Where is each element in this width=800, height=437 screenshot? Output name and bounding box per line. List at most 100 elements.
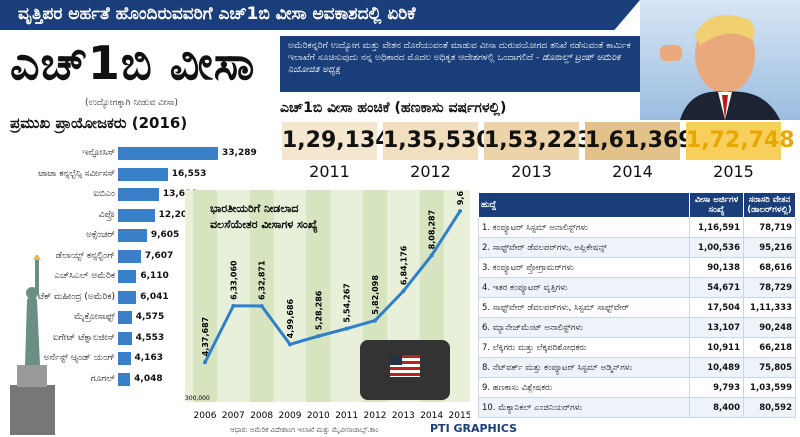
table-row: 5. ಸಾಫ್ಟ್‌ವೇರ್ ಡೆವಲಪರ್‌ಗಳು, ಸಿಸ್ಟಮ್ ಸಾಫ್…	[477, 297, 796, 318]
suitcase-flag-icon	[360, 340, 450, 400]
x-tick-label: 2009	[279, 411, 302, 421]
applications-cell: 9,793	[689, 377, 744, 398]
portrait-image	[640, 0, 800, 120]
issued-title: ಎಚ್‌1ಬಿ ವೀಸಾ ಹಂಚಿಕೆ (ಹಣಕಾಸು ವರ್ಷಗಳಲ್ಲಿ)	[280, 100, 507, 116]
sponsor-bar	[118, 270, 137, 283]
applications-cell: 17,504	[689, 297, 744, 318]
table-header-applications: ವೀಸಾ ಅರ್ಜಿಗಳ ಸಂಖ್ಯೆ	[689, 192, 744, 218]
bar-label: ಅಕ್ಸೆಂಚರ್	[85, 230, 115, 240]
bar-chart-title: ಪ್ರಮುಖ ಪ್ರಾಯೋಜಕರು (2016)	[10, 114, 188, 132]
bar-value: 4,163	[134, 353, 163, 363]
bar-label: ಎಚ್‌ಸಿಎಲ್ ಅಮೆರಿಕ	[54, 271, 115, 281]
data-label: 6,84,176	[399, 245, 408, 285]
sponsor-bar	[118, 147, 218, 160]
job-table: ಹುದ್ದೆ ವೀಸಾ ಅರ್ಜಿಗಳ ಸಂಖ್ಯೆ ಸರಾಸರಿ ವೇತನ (…	[477, 192, 796, 418]
table-row: 7. ಲೆಕ್ಕಿಗರು ಮತ್ತು ಲೆಕ್ಕಪರಿಶೋಧಕರು 10,911 6…	[477, 337, 796, 358]
series-line	[203, 210, 462, 363]
applications-cell: 1,16,591	[689, 217, 744, 238]
table-row: 9. ಹಣಕಾಸು ವಿಶ್ಲೇಷಕರು 9,793 1,03,599	[477, 377, 796, 398]
salary-cell: 78,729	[743, 277, 796, 298]
x-tick-label: 2008	[250, 411, 273, 421]
data-label: 8,08,287	[428, 210, 437, 249]
x-tick-label: 2011	[335, 411, 358, 421]
table-row: 2. ಸಾಫ್ಟ್‌ವೇರ್ ಡೆವಲಪರ್‌ಗಳು, ಅಪ್ಲಿಕೇಷನ್ಸ್…	[477, 237, 796, 258]
x-tick-label: 2010	[307, 411, 330, 421]
bar-value: 12,201	[158, 209, 194, 220]
bar-value: 4,048	[134, 373, 163, 384]
job-cell: 1. ಕಂಪ್ಯೂಟರ್ ಸಿಸ್ಟಮ್ ಅನಾಲಿಸ್ಟ್‌ಗಳು	[477, 217, 691, 238]
sponsor-bar	[118, 208, 155, 222]
salary-cell: 68,616	[743, 257, 796, 278]
data-label: 9,61,423	[456, 190, 465, 205]
main-title: ಎಚ್‌1ಬಿ ವೀಸಾ	[10, 36, 256, 90]
bar-label: ಅರ್ನೆಸ್ಟ್ ಆ್ಯಂಡ್ ಯಂಗ್	[43, 353, 115, 363]
salary-cell: 80,592	[743, 397, 796, 418]
x-tick-label: 2015	[449, 411, 470, 421]
data-point	[203, 360, 207, 365]
job-cell: 6. ಮ್ಯಾನೇಜ್‌ಮೆಂಟ್ ಅನಾಲಿಸ್ಟ್‌ಗಳು	[477, 317, 691, 338]
bar-label: ಟೆಕ್ ಮಹೀಂದ್ರ (ಅಮೆರಿಕ)	[37, 291, 115, 302]
data-label: 6,32,871	[258, 260, 267, 300]
table-row: 4. ಇತರ ಕಂಪ್ಯೂಟರ್ ವೃತ್ತಿಗಳು 54,671 78,729	[477, 277, 796, 298]
bar-value: 4,575	[135, 312, 165, 322]
line-chart-title-2: ವಲಸೆಯೇತರ ವೀಸಾಗಳ ಸಂಖ್ಯೆ	[210, 218, 318, 233]
applications-cell: 10,489	[689, 357, 744, 378]
bar-value: 6,041	[140, 291, 169, 302]
bar-value: 33,289	[222, 148, 257, 158]
table-row: 8. ನೆಟ್‌ವರ್ಕ್ ಮತ್ತು ಕಂಪ್ಯೂಟರ್ ಸಿಸ್ಟಮ್ ಅಡ…	[477, 357, 796, 378]
applications-cell: 54,671	[689, 277, 744, 298]
bar-label: ಐಗೇಟ್ ಟೆಕ್ನಾಲಜೀಸ್	[52, 332, 115, 343]
line-chart-title-1: ಭಾರತೀಯರಿಗೆ ನೀಡಲಾದ	[210, 202, 298, 215]
grid-stripe	[193, 190, 217, 402]
quote-box: ಅಮೆರಿಕನ್ನರಿಗೆ ಉದ್ಯೋಗ ಮತ್ತು ವೇತನ ದೊರೆಯುವಂ…	[280, 36, 660, 92]
issued-value: 1,35,530	[383, 122, 492, 160]
bar-label: ಟಾಟಾ ಕನ್ಸಲ್ಟೆನ್ಸಿ ಸರ್ವೀಸಸ್	[38, 168, 115, 179]
x-tick-label: 2013	[392, 411, 415, 421]
salary-cell: 78,719	[743, 217, 796, 238]
grid-stripe	[249, 190, 274, 402]
bar-value: 13,600	[162, 189, 198, 199]
bar-value: 7,607	[144, 250, 174, 261]
issued-year: 2013	[511, 162, 552, 181]
table-row: 6. ಮ್ಯಾನೇಜ್‌ಮೆಂಟ್ ಅನಾಲಿಸ್ಟ್‌ಗಳು 13,107 90,…	[477, 317, 796, 338]
bar-label: ಮೈಕ್ರೋಸಾಫ್ಟ್	[74, 312, 115, 322]
bar-label: ಗೂಗಲ್	[90, 373, 115, 384]
job-cell: 10. ಮೆಕ್ಯಾನಿಕಲ್ ಎಂಜಿನಿಯರ್‌ಗಳು	[477, 397, 691, 418]
source-note: ಆಧಾರ: ಅಮೆರಿಕ ವಿದೇಶಾಂಗ ಇಲಾಖೆ ಮತ್ತು ಮೈವೀಸಾ…	[230, 426, 379, 434]
job-cell: 5. ಸಾಫ್ಟ್‌ವೇರ್ ಡೆವಲಪರ್‌ಗಳು, ಸಿಸ್ಟಮ್ ಸಾಫ್…	[477, 297, 691, 318]
issued-value: 1,29,134	[282, 122, 391, 160]
applications-cell: 90,138	[689, 257, 744, 278]
data-point	[288, 342, 292, 347]
bar-label: ಡೆಲಾಯ್ಟ್ ಕನ್ಸಲ್ಟಿಂಗ್	[55, 250, 115, 261]
issued-year: 2012	[410, 162, 451, 181]
bar-value: 4,553	[135, 332, 165, 343]
salary-cell: 75,805	[743, 357, 796, 378]
bar-value: 6,110	[140, 271, 169, 281]
data-point	[259, 303, 264, 308]
job-cell: 2. ಸಾಫ್ಟ್‌ವೇರ್ ಡೆವಲಪರ್‌ಗಳು, ಅಪ್ಲಿಕೇಷನ್ಸ್	[477, 237, 691, 258]
table-row: 1. ಕಂಪ್ಯೂಟರ್ ಸಿಸ್ಟಮ್ ಅನಾಲಿಸ್ಟ್‌ಗಳು 1,16,5…	[477, 217, 796, 238]
table-row: 3. ಕಂಪ್ಯೂಟರ್ ಪ್ರೋಗ್ರಾಮರ್‌ಗಳು 90,138 68,616	[477, 257, 796, 278]
data-label: 6,33,060	[229, 260, 238, 300]
data-point	[316, 334, 321, 339]
data-point	[401, 289, 406, 294]
issued-value: 1,61,369	[585, 122, 694, 160]
bar-value: 9,605	[150, 230, 180, 240]
job-cell: 3. ಕಂಪ್ಯೂಟರ್ ಪ್ರೋಗ್ರಾಮರ್‌ಗಳು	[477, 257, 691, 278]
applications-cell: 10,911	[689, 337, 744, 358]
issued-year: 2015	[713, 162, 754, 181]
sponsor-bar	[118, 372, 131, 386]
statue-of-liberty-icon	[10, 255, 55, 435]
bar-value: 16,553	[171, 168, 207, 179]
x-tick-label: 2007	[222, 411, 245, 421]
quote-text: ಅಮೆರಿಕನ್ನರಿಗೆ ಉದ್ಯೋಗ ಮತ್ತು ವೇತನ ದೊರೆಯುವಂ…	[288, 41, 631, 63]
salary-cell: 90,248	[743, 317, 796, 338]
data-label: 5,82,098	[371, 275, 380, 315]
x-tick-label: 2012	[364, 411, 387, 421]
salary-cell: 95,216	[743, 237, 796, 258]
data-label: 5,54,267	[343, 283, 352, 322]
data-label: 5,28,286	[314, 290, 323, 330]
applications-cell: 1,00,536	[689, 237, 744, 258]
data-point	[429, 253, 434, 258]
sponsor-bar	[118, 331, 132, 345]
